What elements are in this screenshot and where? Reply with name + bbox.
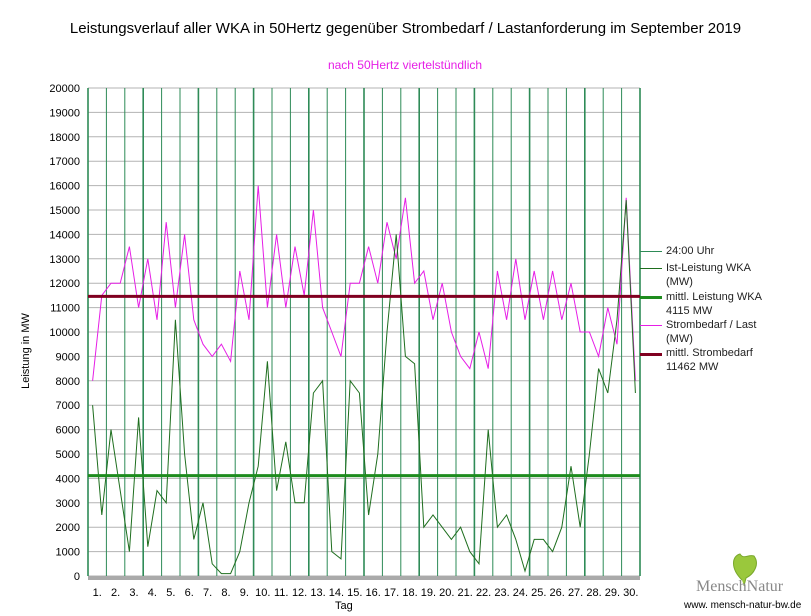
x-tick-label: 13. <box>310 587 325 599</box>
x-tick-label: 5. <box>166 587 175 599</box>
x-tick-label: 7. <box>203 587 212 599</box>
y-tick-label: 13000 <box>49 254 80 266</box>
legend-label: mittl. Leistung WKA <box>666 291 762 303</box>
logo-text: MenschNatur <box>696 578 784 595</box>
x-tick-label: 1. <box>93 587 102 599</box>
legend-swatch-demand-mean <box>640 353 662 356</box>
legend-label: (MW) <box>666 333 693 345</box>
y-tick-label: 3000 <box>56 498 80 510</box>
y-tick-label: 4000 <box>56 473 80 485</box>
chart-title: Leistungsverlauf aller WKA in 50Hertz ge… <box>69 20 742 37</box>
x-tick-label: 28. <box>586 587 601 599</box>
x-tick-label: 10. <box>255 587 270 599</box>
y-tick-label: 10000 <box>49 327 80 339</box>
legend-label: 4115 MW <box>666 305 713 317</box>
y-tick-label: 16000 <box>49 181 80 193</box>
x-tick-label: 15. <box>347 587 362 599</box>
x-tick-label: 23. <box>494 587 509 599</box>
legend-swatch-wka <box>640 268 662 269</box>
y-tick-label: 19000 <box>49 107 80 119</box>
x-tick-label: 21. <box>458 587 473 599</box>
x-tick-label: 9. <box>240 587 249 599</box>
ginkgo-leaf-logo <box>733 553 757 587</box>
y-tick-label: 14000 <box>49 229 80 241</box>
legend-label: 24:00 Uhr <box>666 245 715 257</box>
y-tick-label: 15000 <box>49 205 80 217</box>
x-tick-label: 19. <box>421 587 436 599</box>
x-tick-label: 27. <box>568 587 583 599</box>
x-tick-label: 25. <box>531 587 546 599</box>
x-tick-label: 16. <box>366 587 381 599</box>
x-tick-label: 2. <box>111 587 120 599</box>
y-tick-label: 1000 <box>56 547 80 559</box>
y-tick-label: 7000 <box>56 400 80 412</box>
x-tick-label: 6. <box>185 587 194 599</box>
x-tick-label: 12. <box>292 587 307 599</box>
demand-line <box>92 185 636 381</box>
x-axis-bar <box>88 576 640 580</box>
legend-wka-mean: mittl. Leistung WKA 4115 MW <box>666 290 762 318</box>
x-axis-label: Tag <box>335 600 353 612</box>
logo-url[interactable]: www. mensch-natur-bw.de <box>684 600 802 611</box>
x-tick-label: 22. <box>476 587 491 599</box>
legend-label: (MW) <box>666 276 693 288</box>
y-tick-label: 11000 <box>50 303 80 315</box>
y-tick-label: 9000 <box>56 351 80 363</box>
legend-demand-mean: mittl. Strombedarf 11462 MW <box>666 346 753 374</box>
x-tick-label: 20. <box>439 587 454 599</box>
y-tick-label: 6000 <box>56 425 80 437</box>
legend-swatch-24h <box>640 251 662 252</box>
y-tick-label: 0 <box>74 571 80 583</box>
legend-24h: 24:00 Uhr <box>666 244 714 258</box>
y-tick-label: 2000 <box>56 522 80 534</box>
y-tick-label: 5000 <box>56 449 80 461</box>
legend-label: 11462 MW <box>666 361 719 373</box>
x-tick-label: 3. <box>129 587 138 599</box>
x-tick-label: 18. <box>402 587 417 599</box>
y-tick-label: 18000 <box>49 132 80 144</box>
legend-label: Ist-Leistung WKA <box>666 262 751 274</box>
x-tick-label: 4. <box>148 587 157 599</box>
x-tick-label: 17. <box>384 587 399 599</box>
x-tick-label: 11. <box>274 587 288 599</box>
x-tick-label: 26. <box>550 587 565 599</box>
legend-label: Strombedarf / Last <box>666 319 757 331</box>
legend-wka: Ist-Leistung WKA (MW) <box>666 261 751 289</box>
x-tick-label: 24. <box>513 587 528 599</box>
x-tick-label: 30. <box>623 587 638 599</box>
chart-subtitle: nach 50Hertz viertelstündlich <box>327 58 483 72</box>
x-tick-label: 14. <box>329 587 344 599</box>
x-tick-label: 29. <box>605 587 620 599</box>
wka-power-line <box>92 200 636 575</box>
legend-label: mittl. Strombedarf <box>666 347 753 359</box>
legend-swatch-wka-mean <box>640 296 662 299</box>
y-tick-label: 20000 <box>49 83 80 95</box>
legend-swatch-demand <box>640 325 662 326</box>
legend-demand: Strombedarf / Last (MW) <box>666 318 757 346</box>
x-tick-label: 8. <box>221 587 230 599</box>
y-tick-label: 17000 <box>49 156 80 168</box>
y-tick-label: 8000 <box>56 376 80 388</box>
y-tick-label: 12000 <box>49 278 80 290</box>
